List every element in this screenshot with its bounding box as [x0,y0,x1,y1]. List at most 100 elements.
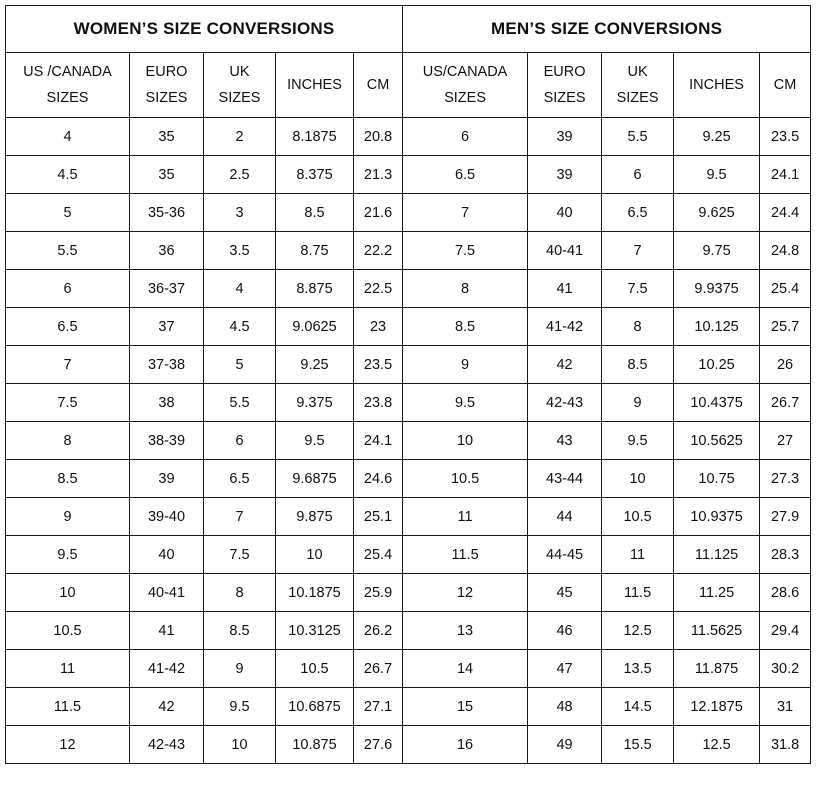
women-inches-cell: 9.5 [275,421,354,460]
men-section-title: MEN’S SIZE CONVERSIONS [402,5,812,53]
men-euro-cell: 44 [527,497,603,536]
women-uk-cell: 10 [203,725,276,764]
men-inches-cell: 9.5 [673,155,761,194]
women-euro-cell: 35 [129,117,204,156]
table-row: 5 35-36 3 8.5 21.6 7 40 6.5 9.625 24.4 [5,193,812,232]
women-euro-cell: 42-43 [129,725,204,764]
women-inches-header: INCHES [275,52,354,118]
women-us-canada-cell: 9.5 [5,535,130,574]
women-cm-cell: 27.6 [352,725,404,764]
men-uk-cell: 8.5 [601,345,675,384]
men-euro-cell: 40 [527,193,603,232]
men-uk-cell: 9 [601,383,675,422]
men-us-canada-cell: 9.5 [402,383,529,422]
table-row: 8.5 39 6.5 9.6875 24.6 10.5 43-44 10 10.75 27.3 [5,459,812,498]
men-cm-cell: 31 [759,687,812,726]
men-euro-cell: 41-42 [527,307,603,346]
women-uk-cell: 5.5 [203,383,276,422]
women-cm-cell: 24.6 [352,459,404,498]
women-cm-cell: 26.2 [352,611,404,650]
women-inches-cell: 10.875 [275,725,354,764]
men-inches-cell: 10.9375 [673,497,761,536]
table-row: 9.5 40 7.5 10 25.4 11.5 44-45 11 11.125 28.3 [5,535,812,574]
women-euro-cell: 39 [129,459,204,498]
women-uk-cell: 6 [203,421,276,460]
men-uk-cell: 8 [601,307,675,346]
men-euro-cell: 39 [527,155,603,194]
women-inches-cell: 9.25 [275,345,354,384]
women-euro-cell: 35-36 [129,193,204,232]
women-us-canada-cell: 9 [5,497,130,536]
women-uk-header: UK SIZES [203,52,276,118]
men-uk-cell: 11.5 [601,573,675,612]
women-us-canada-cell: 5.5 [5,231,130,270]
women-euro-cell: 35 [129,155,204,194]
women-uk-cell: 6.5 [203,459,276,498]
men-euro-cell: 40-41 [527,231,603,270]
women-euro-cell: 40-41 [129,573,204,612]
women-cm-cell: 23.8 [352,383,404,422]
women-us-canada-cell: 6.5 [5,307,130,346]
men-us-canada-cell: 7 [402,193,529,232]
men-uk-cell: 10 [601,459,675,498]
women-uk-cell: 9.5 [203,687,276,726]
women-uk-cell: 4 [203,269,276,308]
men-us-canada-cell: 16 [402,725,529,764]
women-cm-cell: 23 [352,307,404,346]
women-section-title: WOMEN’S SIZE CONVERSIONS [4,5,404,53]
men-uk-cell: 10.5 [601,497,675,536]
men-inches-cell: 10.125 [673,307,761,346]
men-inches-cell: 11.25 [673,573,761,612]
women-inches-cell: 10 [275,535,354,574]
men-euro-cell: 42 [527,345,603,384]
women-inches-cell: 10.3125 [275,611,354,650]
table-row: 4.5 35 2.5 8.375 21.3 6.5 39 6 9.5 24.1 [5,155,812,194]
men-us-canada-cell: 6.5 [402,155,529,194]
men-us-canada-cell: 8.5 [402,307,529,346]
women-inches-cell: 9.875 [275,497,354,536]
men-euro-cell: 47 [527,649,603,688]
men-inches-cell: 11.5625 [673,611,761,650]
table-row: 11.5 42 9.5 10.6875 27.1 15 48 14.5 12.1875 31 [5,687,812,726]
men-us-canada-cell: 11.5 [402,535,529,574]
men-us-canada-header: US/CANADA SIZES [402,52,529,118]
women-us-canada-cell: 10 [5,573,130,612]
men-cm-cell: 24.1 [759,155,812,194]
men-cm-cell: 23.5 [759,117,812,156]
men-us-canada-cell: 13 [402,611,529,650]
men-cm-cell: 27.3 [759,459,812,498]
women-euro-cell: 38-39 [129,421,204,460]
table-row: 11 41-42 9 10.5 26.7 14 47 13.5 11.875 30.2 [5,649,812,688]
women-euro-cell: 36-37 [129,269,204,308]
men-inches-header: INCHES [673,52,761,118]
women-uk-cell: 8 [203,573,276,612]
women-euro-header: EURO SIZES [129,52,204,118]
women-us-canada-cell: 4 [5,117,130,156]
men-euro-cell: 43-44 [527,459,603,498]
women-cm-header: CM [352,52,404,118]
women-cm-cell: 20.8 [352,117,404,156]
men-uk-cell: 13.5 [601,649,675,688]
table-row: 7.5 38 5.5 9.375 23.8 9.5 42-43 9 10.4375 26.7 [5,383,812,422]
women-cm-cell: 27.1 [352,687,404,726]
women-us-canada-cell: 10.5 [5,611,130,650]
women-cm-cell: 21.3 [352,155,404,194]
women-cm-cell: 25.1 [352,497,404,536]
women-inches-cell: 8.1875 [275,117,354,156]
men-inches-cell: 11.125 [673,535,761,574]
column-header-row: US /CANADA SIZES EURO SIZES UK SIZES INC… [5,52,812,118]
men-uk-cell: 14.5 [601,687,675,726]
women-inches-cell: 9.375 [275,383,354,422]
women-euro-cell: 38 [129,383,204,422]
women-uk-cell: 2 [203,117,276,156]
section-title-row: WOMEN’S SIZE CONVERSIONS MEN’S SIZE CONV… [4,5,812,53]
men-inches-cell: 9.25 [673,117,761,156]
men-euro-cell: 46 [527,611,603,650]
men-euro-cell: 45 [527,573,603,612]
men-us-canada-cell: 11 [402,497,529,536]
table-row: 12 42-43 10 10.875 27.6 16 49 15.5 12.5 31.8 [5,725,812,764]
men-us-canada-cell: 6 [402,117,529,156]
women-cm-cell: 26.7 [352,649,404,688]
men-inches-cell: 10.5625 [673,421,761,460]
women-uk-cell: 7 [203,497,276,536]
